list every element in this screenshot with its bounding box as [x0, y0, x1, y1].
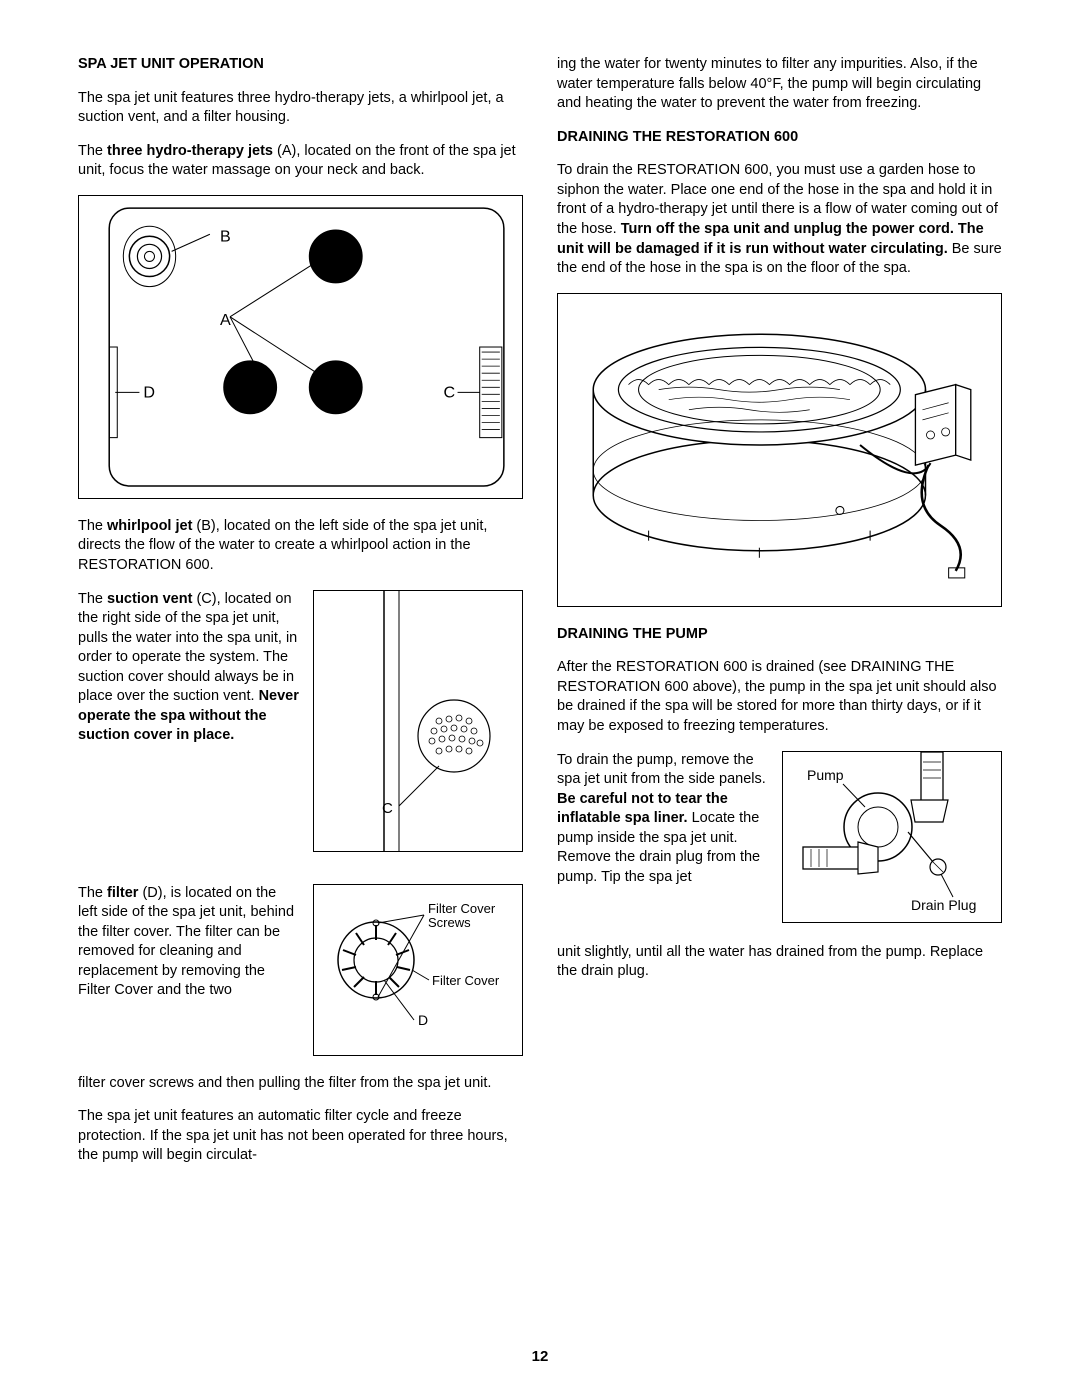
para-cont-right: ing the water for twenty minutes to filt… — [557, 55, 1002, 114]
two-column-layout: SPA JET UNIT OPERATION The spa jet unit … — [78, 55, 1002, 1166]
figure-spa-tub — [557, 293, 1002, 607]
label-screws: Filter CoverScrews — [428, 901, 496, 930]
heading-drain-600: DRAINING THE RESTORATION 600 — [557, 128, 1002, 148]
jet-unit-svg: B A D C — [79, 196, 522, 498]
para-drain-pump3: unit slightly, until all the water has d… — [557, 943, 1002, 982]
label-a: A — [220, 311, 231, 329]
label-c2: C — [382, 800, 393, 817]
para-intro: The spa jet unit features three hydro-th… — [78, 89, 523, 128]
para-filter-cont: filter cover screws and then pulling the… — [78, 1074, 523, 1094]
heading-spa-jet: SPA JET UNIT OPERATION — [78, 55, 523, 75]
label-drain-plug: Drain Plug — [911, 897, 976, 913]
figure-suction: C — [313, 590, 523, 852]
right-column: ing the water for twenty minutes to filt… — [557, 55, 1002, 1166]
figure-pump: Pump Drain Plug — [782, 751, 1002, 923]
suction-svg: C — [314, 591, 524, 851]
pump-row: To drain the pump, remove the spa jet un… — [557, 751, 1002, 941]
heading-drain-pump: DRAINING THE PUMP — [557, 625, 1002, 645]
label-pump: Pump — [807, 767, 844, 783]
para-drain-pump2: To drain the pump, remove the spa jet un… — [557, 751, 768, 888]
para-drain-pump: After the RESTORATION 600 is drained (se… — [557, 658, 1002, 736]
label-b: B — [220, 227, 231, 245]
spa-tub-svg — [558, 294, 1001, 606]
filter-row: The filter (D), is located on the left s… — [78, 884, 523, 1074]
suction-row: The suction vent (C), located on the rig… — [78, 590, 523, 870]
page-number: 12 — [0, 1347, 1080, 1367]
para-suction: The suction vent (C), located on the rig… — [78, 590, 299, 747]
pump-svg: Pump Drain Plug — [783, 752, 1003, 922]
para-auto-cycle: The spa jet unit features an automatic f… — [78, 1107, 523, 1166]
figure-filter: Filter CoverScrews Filter Cover D — [313, 884, 523, 1056]
para-jets: The three hydro-therapy jets (A), locate… — [78, 142, 523, 181]
label-cover: Filter Cover — [432, 973, 500, 988]
para-filter: The filter (D), is located on the left s… — [78, 884, 299, 1001]
label-c: C — [443, 383, 455, 401]
para-drain-600: To drain the RESTORATION 600, you must u… — [557, 161, 1002, 278]
label-d: D — [143, 383, 155, 401]
filter-svg: Filter CoverScrews Filter Cover D — [314, 885, 524, 1055]
para-whirlpool: The whirlpool jet (B), located on the le… — [78, 517, 523, 576]
label-d2: D — [418, 1012, 428, 1028]
left-column: SPA JET UNIT OPERATION The spa jet unit … — [78, 55, 523, 1166]
figure-jet-unit-top: B A D C — [78, 195, 523, 499]
